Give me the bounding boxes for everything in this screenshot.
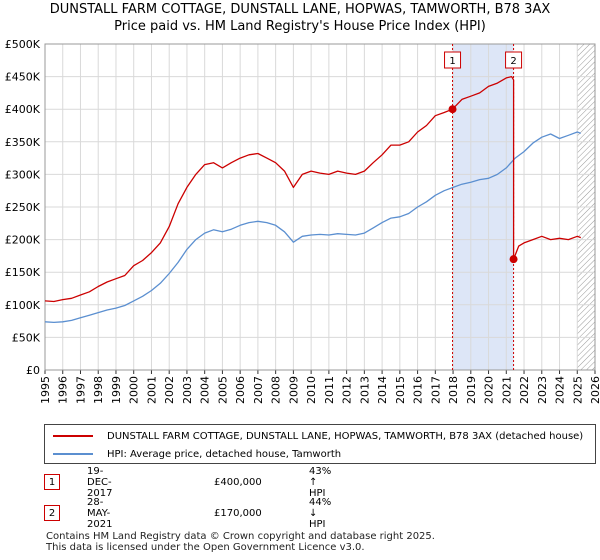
x-tick-label: 2025 [571, 376, 584, 404]
x-tick-label: 2001 [145, 376, 158, 404]
transaction-hpi-1: 43% ↑ HPI [309, 465, 332, 499]
x-tick-label: 2006 [234, 376, 247, 404]
chart-title-line1: DUNSTALL FARM COTTAGE, DUNSTALL LANE, HO… [49, 2, 551, 17]
y-tick-label: £200K [5, 234, 41, 247]
x-tick-label: 1996 [57, 376, 70, 404]
x-tick-label: 2023 [536, 376, 549, 404]
y-tick-label: £0 [26, 364, 40, 377]
x-tick-label: 1998 [92, 376, 105, 404]
x-tick-label: 2004 [199, 376, 212, 404]
x-tick-label: 2008 [270, 376, 283, 404]
x-tick-label: 2013 [358, 376, 371, 404]
footer-line2: This data is licensed under the Open Gov… [46, 542, 365, 553]
y-tick-label: £50K [12, 331, 41, 344]
y-tick-label: £150K [5, 266, 41, 279]
legend: DUNSTALL FARM COTTAGE, DUNSTALL LANE, HO… [44, 424, 596, 464]
transaction-price-2: £170,000 [214, 507, 262, 519]
x-tick-label: 2021 [500, 376, 513, 404]
y-tick-label: £450K [5, 71, 41, 84]
plot-border [44, 43, 596, 371]
transaction-date-2: 28-MAY-2021 [87, 496, 113, 530]
y-tick-label: £250K [5, 201, 41, 214]
transaction-date-1: 19-DEC-2017 [87, 465, 113, 499]
x-tick-label: 2017 [429, 376, 442, 404]
x-tick-label: 1997 [74, 376, 87, 404]
transaction-row-1: 1 19-DEC-2017 £400,000 43% ↑ HPI [44, 466, 331, 499]
transaction-price-1: £400,000 [214, 476, 262, 488]
chart-plot: £0 £50K £100K £150K £200K £250K £300K £350K £400… [5, 38, 600, 404]
marker-box-1 [444, 51, 462, 69]
series-line-hpi [44, 131, 582, 324]
marker-label-1: 1 [449, 56, 455, 67]
x-tick-label: 1999 [110, 376, 123, 404]
x-tick-label: 2009 [287, 376, 300, 404]
sale-point-2 [509, 255, 518, 264]
x-tick-label: 2007 [252, 376, 265, 404]
x-tick-label: 2015 [394, 376, 407, 404]
legend-item-hpi: HPI: Average price, detached house, Tamw… [45, 445, 341, 463]
x-tick-label: 2011 [323, 376, 336, 404]
x-tick-label: 1995 [39, 376, 52, 404]
footer: Contains HM Land Registry data © Crown c… [46, 531, 435, 553]
legend-label-property: DUNSTALL FARM COTTAGE, DUNSTALL LANE, HO… [107, 430, 584, 442]
y-tick-label: £400K [5, 103, 41, 116]
legend-swatch-property [53, 435, 93, 437]
transaction-hpi-2: 44% ↓ HPI [309, 496, 332, 530]
footer-line1: Contains HM Land Registry data © Crown c… [46, 531, 435, 542]
transaction-row-2: 2 28-MAY-2021 £170,000 44% ↓ HPI [44, 497, 331, 530]
chart-title-line2: Price paid vs. HM Land Registry's House … [114, 19, 486, 34]
legend-swatch-hpi [53, 453, 93, 455]
sale-point-1 [448, 105, 457, 114]
x-tick-label: 2016 [412, 376, 425, 404]
x-tick-label: 2000 [128, 376, 141, 404]
x-tick-label: 2022 [518, 376, 531, 404]
x-tick-label: 2010 [305, 376, 318, 404]
legend-label-hpi: HPI: Average price, detached house, Tamw… [107, 448, 342, 460]
transaction-marker-2: 2 [44, 505, 60, 521]
marker-box-2 [505, 51, 523, 69]
x-tick-label: 2002 [163, 376, 176, 404]
x-tick-label: 2024 [554, 376, 567, 404]
y-tick-label: £100K [5, 299, 41, 312]
transaction-marker-1: 1 [44, 474, 60, 490]
y-tick-label: £300K [5, 168, 41, 181]
marker-label-2: 2 [510, 56, 516, 67]
x-tick-label: 2014 [376, 376, 389, 404]
y-tick-label: £500K [5, 38, 41, 51]
x-tick-label: 2018 [447, 376, 460, 404]
x-tick-label: 2020 [483, 376, 496, 404]
series-line-property [44, 75, 582, 303]
x-tick-label: 2026 [589, 376, 600, 404]
y-tick-label: £350K [5, 136, 41, 149]
x-tick-label: 2019 [465, 376, 478, 404]
legend-item-property: DUNSTALL FARM COTTAGE, DUNSTALL LANE, HO… [45, 427, 583, 445]
x-tick-label: 2012 [341, 376, 354, 404]
x-tick-label: 2003 [181, 376, 194, 404]
x-tick-label: 2005 [216, 376, 229, 404]
